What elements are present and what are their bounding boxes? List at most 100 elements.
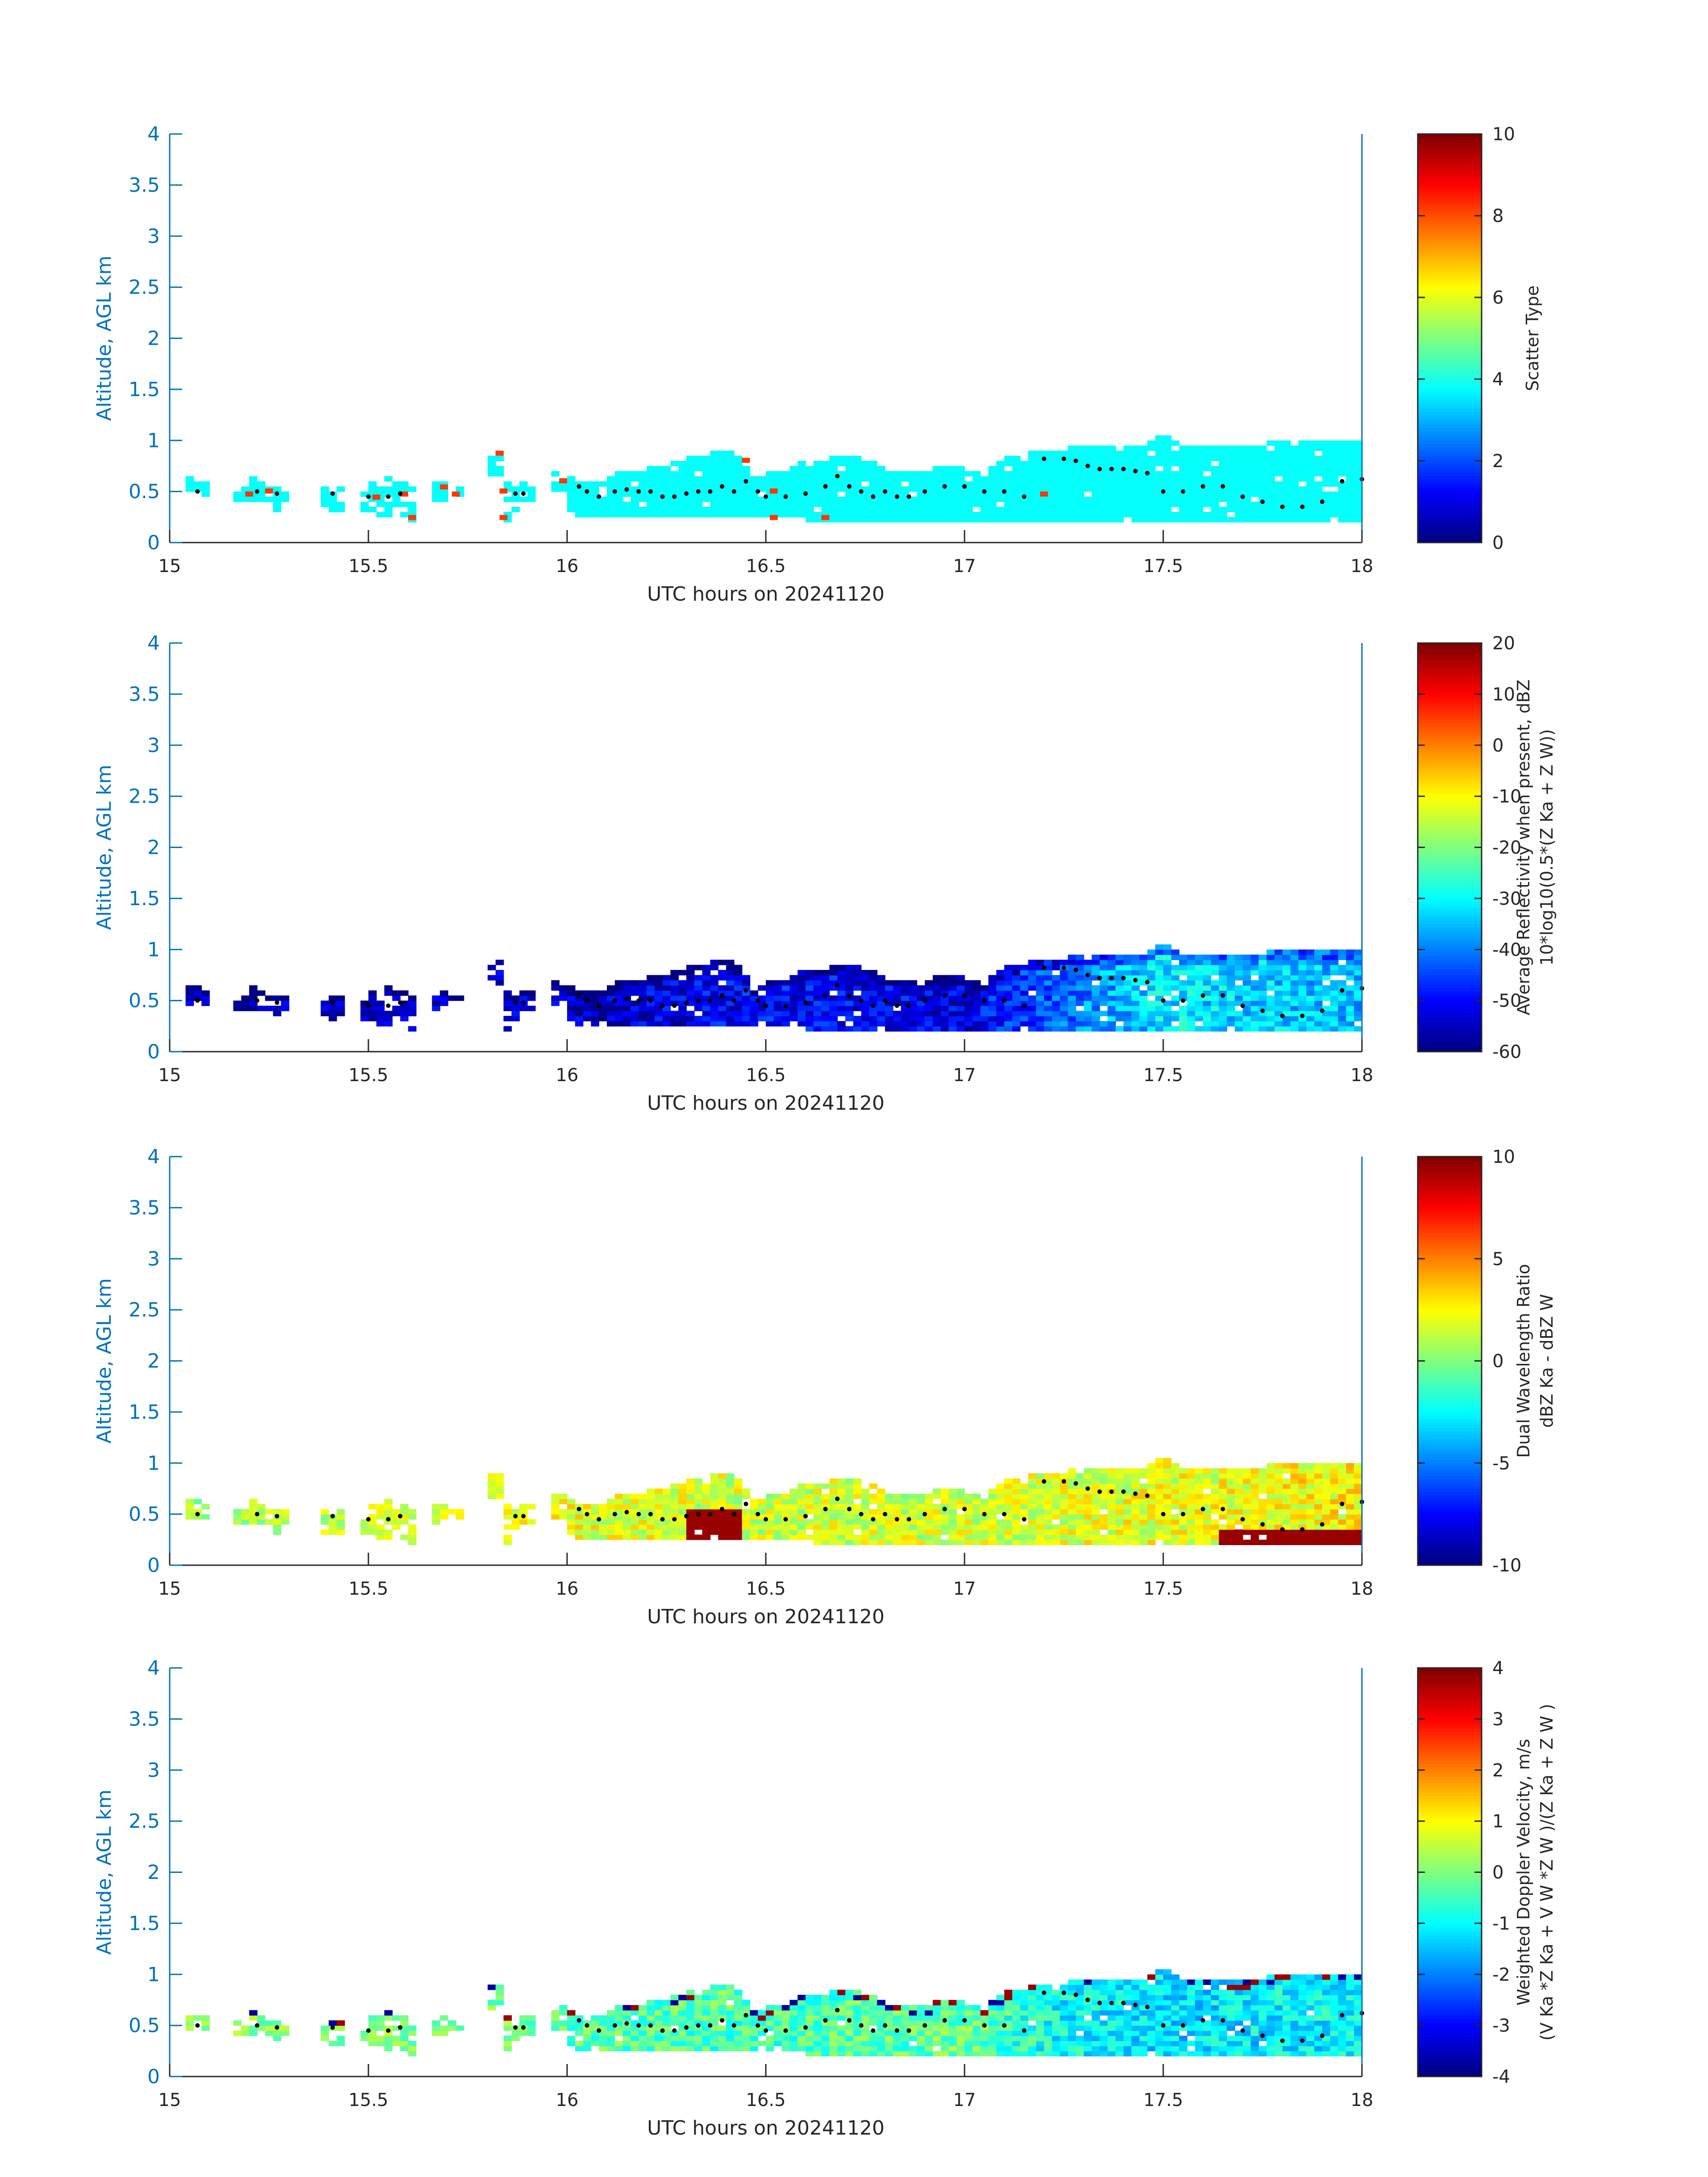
heatmap-cell [813, 1529, 822, 1535]
heatmap-cell [551, 1499, 560, 1504]
heatmap-cell [798, 990, 806, 996]
heatmap-cell [1163, 497, 1172, 502]
heatmap-cell [1211, 471, 1219, 477]
tracer-point [513, 491, 518, 496]
heatmap-cell [1179, 1011, 1188, 1016]
heatmap-cell [1171, 1011, 1180, 1016]
tracer-point [835, 1496, 840, 1501]
heatmap-cell [1155, 517, 1164, 522]
heatmap-cell [488, 1488, 496, 1494]
heatmap-cell [432, 1504, 440, 1509]
heatmap-cell [1330, 965, 1339, 970]
heatmap-cell [1282, 486, 1291, 492]
heatmap-cell [408, 1539, 417, 1545]
colorbar-step [1418, 882, 1482, 886]
heatmap-cell [1131, 1509, 1140, 1515]
heatmap-cell [1282, 970, 1291, 976]
heatmap-cell [1139, 1011, 1148, 1016]
heatmap-cell [988, 501, 997, 507]
colorbar-step [1418, 201, 1482, 205]
heatmap-cell [734, 970, 743, 976]
tracer-point [366, 1517, 371, 1522]
heatmap-cell [1115, 1006, 1124, 1011]
heatmap-cell [1274, 1499, 1283, 1504]
heatmap-cell [193, 2015, 202, 2021]
heatmap-cell [1290, 954, 1299, 960]
tracer-point [1097, 976, 1102, 981]
heatmap-cell [806, 1488, 814, 1494]
heatmap-cell [861, 1011, 870, 1016]
heatmap-cell [1354, 1524, 1362, 1530]
heatmap-cell [726, 466, 735, 472]
heatmap-cell [376, 2040, 385, 2047]
heatmap-cell [1076, 476, 1084, 482]
heatmap-cell [647, 2005, 655, 2011]
colorbar-tick-label: 0 [1492, 735, 1503, 756]
colorbar-step [1418, 959, 1482, 963]
heatmap-cell [1219, 1488, 1228, 1494]
heatmap-cell [1052, 1000, 1061, 1006]
heatmap-cell [1091, 1021, 1100, 1027]
heatmap-cell [1250, 980, 1259, 986]
heatmap-cell [996, 1026, 1005, 1032]
heatmap-cell [845, 455, 854, 461]
heatmap-cell [185, 990, 194, 996]
heatmap-cell [654, 1488, 663, 1494]
heatmap-cell [1227, 970, 1235, 976]
heatmap-cell [1060, 466, 1069, 472]
heatmap-cell [980, 1534, 989, 1540]
heatmap-cell [567, 2040, 576, 2047]
heatmap-cell [710, 512, 718, 518]
heatmap-cell [575, 1529, 584, 1535]
colorbar-step [1418, 1249, 1482, 1253]
heatmap-cell [837, 1006, 846, 1011]
heatmap-cell [996, 1534, 1005, 1540]
heatmap-cell [1131, 970, 1140, 976]
heatmap-cell [1274, 985, 1283, 991]
heatmap-cell [321, 1006, 329, 1011]
heatmap-cell [1219, 995, 1228, 1001]
heatmap-cell [806, 1519, 814, 1525]
colorbar-step [1418, 911, 1482, 915]
heatmap-cell [1107, 1015, 1116, 1022]
heatmap-cell [1147, 1483, 1156, 1489]
heatmap-cell [249, 2015, 258, 2021]
heatmap-cell [694, 1524, 703, 1530]
heatmap-cell [940, 995, 949, 1001]
heatmap-cell [893, 486, 902, 492]
heatmap-cell [575, 1509, 584, 1515]
heatmap-cell [639, 486, 647, 492]
heatmap-cell [678, 501, 687, 507]
heatmap-cell [1068, 1509, 1076, 1515]
colorbar-step [1418, 799, 1482, 803]
heatmap-cell [1219, 960, 1228, 965]
heatmap-cell [599, 1514, 607, 1520]
heatmap-cell [1203, 1493, 1211, 1500]
heatmap-cell [1274, 451, 1283, 456]
heatmap-cell [400, 2040, 409, 2047]
heatmap-cell [1258, 486, 1267, 492]
heatmap-cell [591, 1524, 599, 1530]
heatmap-cell [670, 2005, 679, 2011]
heatmap-cell [599, 497, 607, 502]
heatmap-cell [368, 481, 377, 487]
heatmap-cell [821, 1021, 830, 1027]
heatmap-cell [869, 466, 877, 472]
heatmap-cell [988, 1499, 997, 1504]
heatmap-cell [257, 497, 266, 502]
heatmap-cell [1028, 1000, 1036, 1006]
heatmap-cell [1052, 512, 1061, 518]
heatmap-cell [1028, 481, 1036, 487]
heatmap-cell [1052, 517, 1061, 522]
heatmap-cell [575, 2025, 584, 2031]
heatmap-cell [798, 970, 806, 976]
heatmap-cell [773, 995, 782, 1001]
heatmap-cell [1282, 1021, 1291, 1027]
colorbar-step [1418, 943, 1482, 947]
heatmap-cell [1187, 970, 1195, 976]
heatmap-cell [1274, 995, 1283, 1001]
heatmap-cell [853, 1524, 862, 1530]
heatmap-cell [1187, 506, 1195, 513]
heatmap-cell [1243, 1539, 1251, 1545]
heatmap-cell [996, 1519, 1005, 1525]
